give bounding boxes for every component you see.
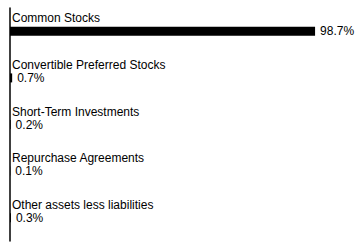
svg-text:Other assets less liabilities: Other assets less liabilities: [12, 198, 153, 212]
svg-text:0.7%: 0.7%: [17, 71, 45, 85]
svg-text:98.7%: 98.7%: [320, 24, 354, 38]
svg-text:0.2%: 0.2%: [16, 118, 44, 132]
svg-text:0.1%: 0.1%: [15, 164, 43, 178]
svg-text:0.3%: 0.3%: [16, 211, 44, 225]
svg-text:Convertible Preferred Stocks: Convertible Preferred Stocks: [12, 58, 165, 72]
svg-text:Common Stocks: Common Stocks: [12, 11, 100, 25]
svg-text:Short-Term Investments: Short-Term Investments: [12, 105, 139, 119]
svg-text:Repurchase Agreements: Repurchase Agreements: [12, 151, 144, 165]
